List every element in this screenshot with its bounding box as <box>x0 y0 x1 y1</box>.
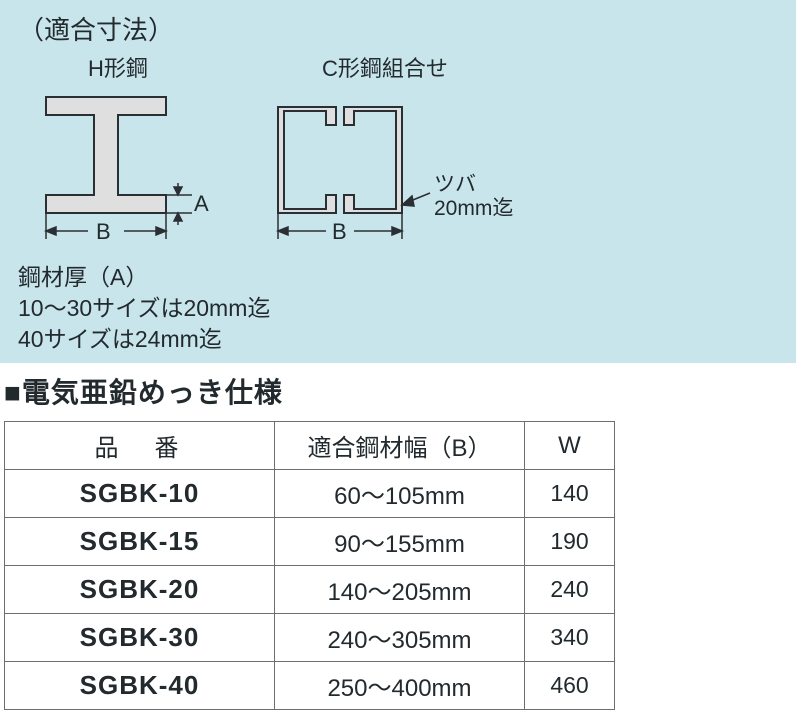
thickness-notes: 鋼材厚（A） 10〜30サイズは20mm迄 40サイズは24mm迄 <box>18 262 778 355</box>
cell-width-b: 240〜305mm <box>275 614 525 662</box>
cell-width-b: 250〜400mm <box>275 662 525 710</box>
tsuba-label-1: ツバ <box>434 173 476 196</box>
note-1: 鋼材厚（A） <box>18 262 778 293</box>
note-3: 40サイズは24mm迄 <box>18 324 778 355</box>
table-row: SGBK-30 240〜305mm 340 <box>5 614 615 662</box>
tsuba-label-2: 20mm迄 <box>434 197 513 220</box>
spec-table: 品 番 適合鋼材幅（B） W SGBK-10 60〜105mm 140 SGBK… <box>4 421 615 710</box>
h-beam-svg: A B <box>18 87 218 247</box>
cell-w: 460 <box>525 662 615 710</box>
shape-row: H形鋼 A <box>18 51 778 252</box>
table-row: SGBK-20 140〜205mm 240 <box>5 566 615 614</box>
col-part: 品 番 <box>5 422 275 470</box>
col-w: W <box>525 422 615 470</box>
panel-title: （適合寸法） <box>18 10 778 47</box>
note-2: 10〜30サイズは20mm迄 <box>18 293 778 324</box>
h-beam-block: H形鋼 A <box>18 51 218 252</box>
table-row: SGBK-40 250〜400mm 460 <box>5 662 615 710</box>
spec-heading: ■電気亜鉛めっき仕様 <box>0 363 796 421</box>
h-beam-label: H形鋼 <box>18 51 218 83</box>
c-channel-label: C形鋼組合せ <box>250 51 520 83</box>
cell-part: SGBK-40 <box>5 662 275 710</box>
cell-width-b: 140〜205mm <box>275 566 525 614</box>
dim-b-text-h: B <box>96 219 111 244</box>
cell-part: SGBK-10 <box>5 470 275 518</box>
diagram-panel: （適合寸法） H形鋼 A <box>0 0 796 363</box>
c-channel-svg: ツバ 20mm迄 B <box>250 87 520 247</box>
cell-width-b: 90〜155mm <box>275 518 525 566</box>
spec-header-row: 品 番 適合鋼材幅（B） W <box>5 422 615 470</box>
cell-w: 190 <box>525 518 615 566</box>
cell-w: 240 <box>525 566 615 614</box>
cell-w: 340 <box>525 614 615 662</box>
table-row: SGBK-15 90〜155mm 190 <box>5 518 615 566</box>
cell-width-b: 60〜105mm <box>275 470 525 518</box>
c-channel-block: C形鋼組合せ ツバ 20mm迄 <box>250 51 520 252</box>
col-width-b: 適合鋼材幅（B） <box>275 422 525 470</box>
cell-part: SGBK-20 <box>5 566 275 614</box>
dim-a-text: A <box>194 191 209 216</box>
cell-part: SGBK-15 <box>5 518 275 566</box>
table-row: SGBK-10 60〜105mm 140 <box>5 470 615 518</box>
dim-b-text-c: B <box>332 219 347 244</box>
cell-w: 140 <box>525 470 615 518</box>
cell-part: SGBK-30 <box>5 614 275 662</box>
